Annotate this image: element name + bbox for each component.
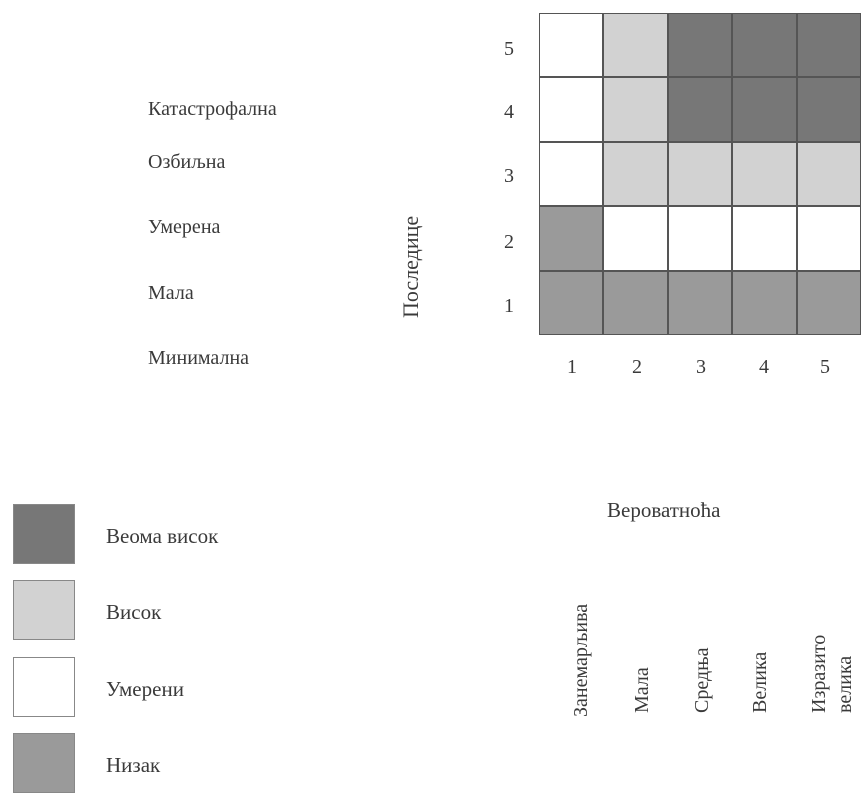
matrix-cell: [667, 141, 733, 207]
matrix-cell: [732, 270, 797, 335]
matrix-cell: [796, 270, 861, 335]
matrix-cell: [796, 206, 861, 271]
probability-label-medium: Средња: [691, 647, 713, 713]
probability-label-high: Велика: [749, 651, 771, 713]
matrix-cell: [539, 77, 604, 142]
matrix-cell: [603, 13, 668, 78]
legend-label-very-high: Веома висок: [106, 524, 219, 548]
y-tick-label: 1: [504, 295, 514, 317]
matrix-cell: [539, 270, 604, 335]
severity-label-moderate: Умерена: [148, 216, 221, 238]
x-tick-label: 4: [759, 356, 769, 378]
legend-label-moderate: Умерени: [106, 677, 184, 701]
severity-label-catastrophic: Катастрофална: [148, 98, 277, 120]
x-tick-label: 2: [632, 356, 642, 378]
probability-label-negligible: Занемарљива: [570, 603, 592, 717]
x-tick-label: 5: [820, 356, 830, 378]
probability-label-extremely: Изразито: [808, 634, 830, 713]
legend-swatch-very-high: [13, 504, 75, 564]
y-tick-label: 5: [504, 38, 514, 60]
matrix-cell: [539, 141, 604, 207]
legend-label-high: Висок: [106, 600, 162, 624]
matrix-cell: [732, 206, 797, 271]
x-axis-title: Вероватноћа: [607, 498, 721, 522]
matrix-cell: [603, 270, 668, 335]
matrix-cell: [796, 141, 861, 207]
legend-label-low: Низак: [106, 753, 161, 777]
x-tick-label: 1: [567, 356, 577, 378]
y-tick-label: 2: [504, 231, 514, 253]
probability-label-low: Мала: [631, 667, 653, 713]
legend-swatch-moderate: [13, 657, 75, 717]
matrix-cell: [603, 141, 668, 207]
matrix-cell: [667, 77, 733, 142]
legend-swatch-high: [13, 580, 75, 640]
matrix-cell: [603, 206, 668, 271]
matrix-cell: [796, 13, 861, 78]
matrix-cell: [732, 77, 797, 142]
severity-label-minimal: Минимална: [148, 347, 250, 369]
matrix-cell: [796, 77, 861, 142]
y-tick-label: 3: [504, 165, 514, 187]
severity-label-minor: Мала: [148, 282, 194, 304]
matrix-cell: [667, 206, 733, 271]
risk-matrix: [539, 13, 861, 335]
matrix-cell: [603, 77, 668, 142]
legend-swatch-low: [13, 733, 75, 793]
matrix-cell: [539, 13, 604, 78]
matrix-cell: [667, 270, 733, 335]
matrix-cell: [667, 13, 733, 78]
probability-label-extremely-high: велика: [834, 655, 856, 713]
severity-label-serious: Озбиљна: [148, 151, 226, 173]
y-tick-label: 4: [504, 101, 514, 123]
y-axis-title: Последице: [398, 215, 423, 318]
x-tick-label: 3: [696, 356, 706, 378]
matrix-cell: [732, 13, 797, 78]
matrix-cell: [539, 206, 604, 271]
matrix-cell: [732, 141, 797, 207]
